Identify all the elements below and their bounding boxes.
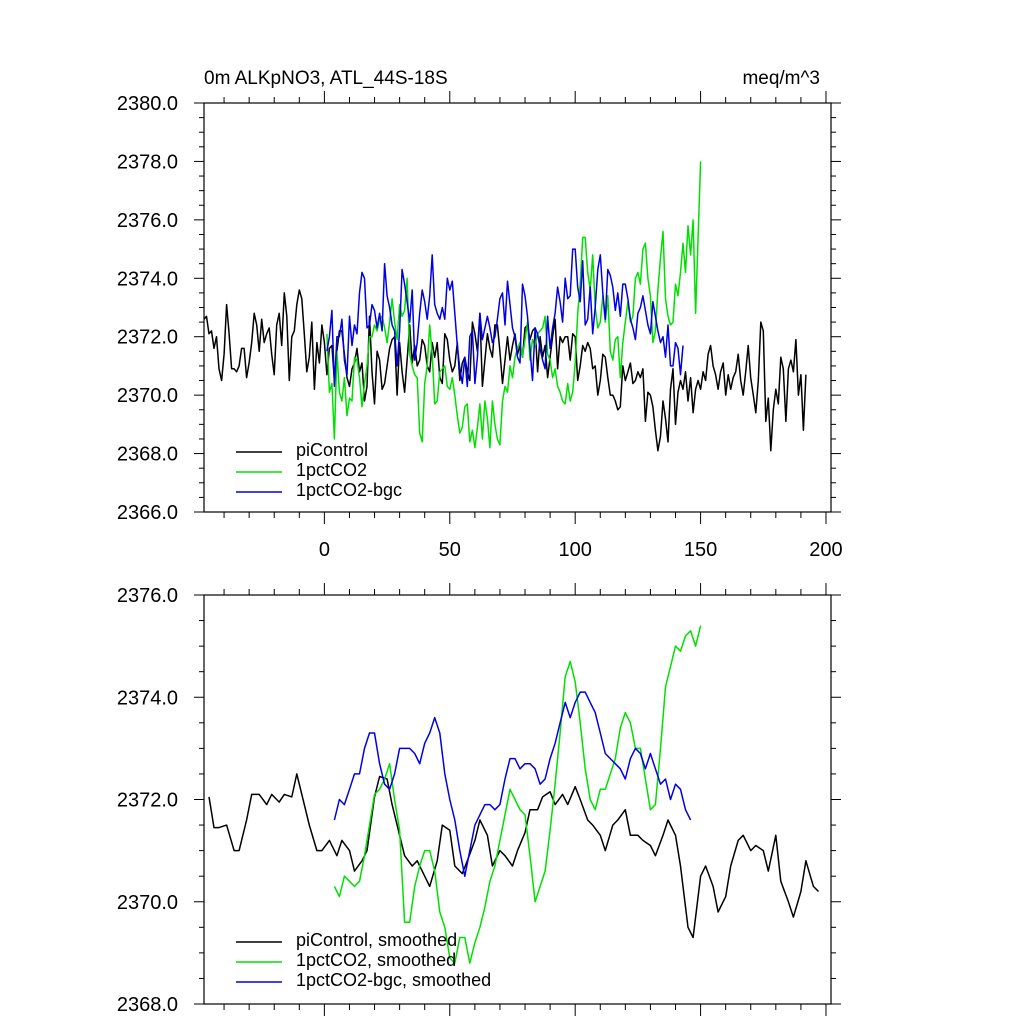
legend-label: 1pctCO2-bgc, smoothed: [296, 970, 491, 990]
bottom-chart: 2368.0 2370.0 2372.0 2374.0 2376.0 piControl…: [117, 583, 841, 1016]
y-tick-label: 2378.0: [117, 151, 178, 173]
y-tick-label: 2368.0: [117, 994, 178, 1016]
series-line-1pctco2-bgc: [326, 248, 684, 388]
top-chart: 0m ALKpNO3, ATL_44S-18S meq/m^3 2366.0 23…: [117, 68, 843, 561]
x-tick-label: 50: [439, 539, 461, 561]
x-tick-label: 200: [809, 539, 842, 561]
legend-label: 1pctCO2, smoothed: [296, 950, 456, 970]
series-line-1pctco2-smoothed: [333, 625, 702, 964]
series-line-1pctco2-bgc-smoothed: [333, 691, 692, 877]
y-tick-label: 2376.0: [117, 585, 178, 607]
y-tick-label: 2374.0: [117, 687, 178, 709]
legend-label: piControl, smoothed: [296, 930, 457, 950]
y-tick-label: 2380.0: [117, 93, 178, 115]
y-tick-label: 2366.0: [117, 502, 178, 524]
y-tick-label: 2372.0: [117, 327, 178, 349]
y-tick-label: 2370.0: [117, 385, 178, 407]
series-line-picontrol: [203, 289, 807, 452]
legend-label: 1pctCO2: [296, 460, 367, 480]
legend-label: piControl: [296, 440, 368, 460]
x-tick-label: 100: [558, 539, 591, 561]
y-tick-label: 2372.0: [117, 790, 178, 812]
y-tick-label: 2368.0: [117, 444, 178, 466]
y-tick-label: 2374.0: [117, 268, 178, 290]
series-line-picontrol-smoothed: [208, 773, 820, 939]
x-tick-label: 150: [684, 539, 717, 561]
y-tick-label: 2376.0: [117, 210, 178, 232]
x-tick-label: 0: [319, 539, 330, 561]
chart-title: 0m ALKpNO3, ATL_44S-18S: [204, 68, 448, 89]
y-tick-label: 2370.0: [117, 892, 178, 914]
units-label: meq/m^3: [742, 68, 820, 89]
legend-label: 1pctCO2-bgc: [296, 480, 402, 500]
series-line-1pctco2: [326, 161, 702, 449]
